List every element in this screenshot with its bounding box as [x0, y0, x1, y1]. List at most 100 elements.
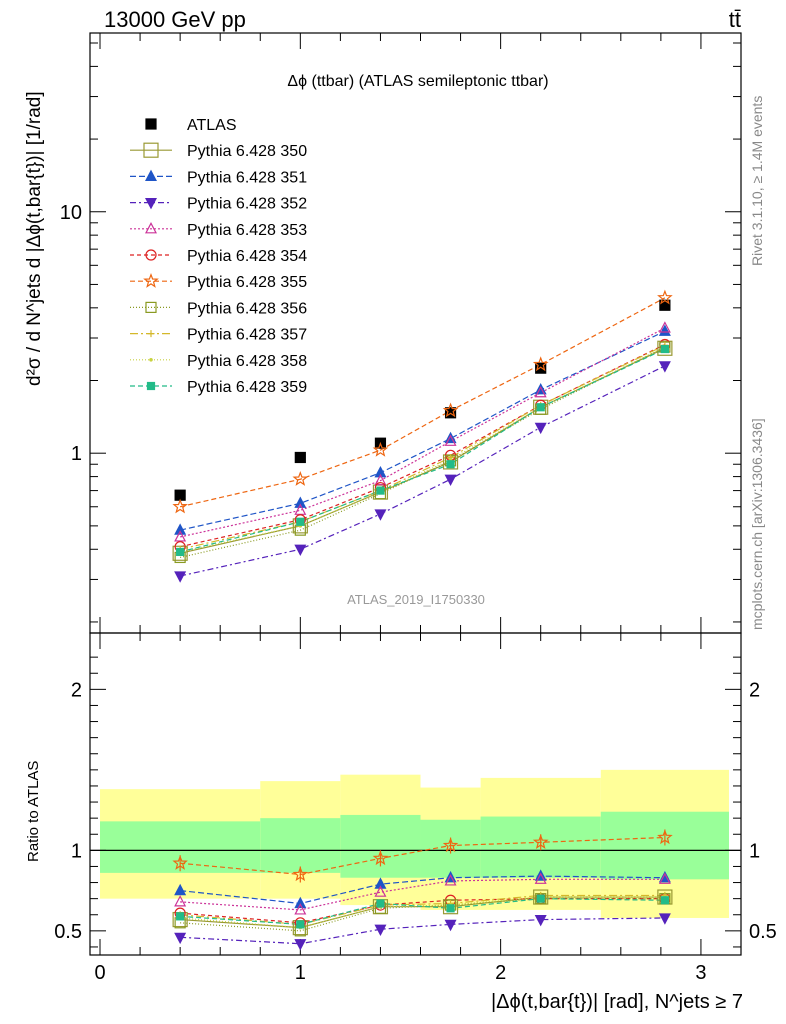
legend-marker	[146, 381, 156, 391]
axis-labels: 1 10 0 1 2 3 0.5 0.5 1 1 2 2	[54, 202, 777, 984]
main-data-point	[534, 422, 547, 435]
main-data-point	[442, 402, 459, 418]
main-series-line	[180, 346, 666, 559]
ratio-data-point	[446, 904, 455, 913]
main-data-point	[532, 356, 549, 372]
ratio-data-point	[444, 874, 457, 886]
legend-label: Pythia 6.428 352	[187, 196, 307, 213]
main-data-point	[294, 544, 307, 557]
ratio-data-point	[296, 920, 305, 929]
ratio-data-point	[374, 885, 387, 897]
legend-label: Pythia 6.428 356	[187, 300, 307, 317]
ratio-series-lines	[180, 836, 665, 945]
main-data-point	[174, 489, 186, 501]
main-data-point	[658, 321, 671, 333]
main-data-point	[658, 324, 671, 336]
ratio-y-tick-label: 1	[71, 840, 82, 862]
main-data-point	[444, 434, 457, 446]
main-series-line	[180, 344, 666, 550]
legend-label: Pythia 6.428 358	[187, 353, 307, 370]
legend-item: Pythia 6.428 356	[130, 300, 307, 317]
ratio-y-tick-label-right: 0.5	[749, 921, 777, 943]
main-data-point	[657, 289, 673, 305]
main-data-point	[174, 571, 187, 583]
axis-ticks	[90, 33, 741, 955]
inner-band-bin	[260, 818, 341, 873]
main-data-point	[174, 523, 187, 535]
ratio-data-point	[657, 829, 673, 845]
ratio-data-point	[374, 877, 387, 889]
mcplots-label: mcplots.cern.ch [arXiv:1306.3436]	[749, 418, 765, 630]
main-data-point	[534, 385, 547, 398]
ratio-y-axis-title: Ratio to ATLAS	[25, 761, 42, 862]
legend-item: Pythia 6.428 359	[130, 379, 307, 396]
main-data-point	[536, 403, 545, 412]
legend-item: Pythia 6.428 353	[130, 222, 307, 239]
ratio-data-point	[376, 899, 385, 908]
main-data-point	[658, 361, 671, 373]
ratio-series-line	[180, 896, 665, 929]
main-data-point	[534, 383, 547, 395]
main-series-line	[180, 346, 666, 553]
inner-band-bin	[340, 814, 421, 878]
legend-marker	[147, 330, 155, 338]
ratio-series-line	[180, 878, 665, 911]
main-series-lines	[179, 297, 666, 577]
main-data-point	[446, 460, 455, 469]
legend-item: Pythia 6.428 357	[130, 327, 307, 344]
main-series-line	[180, 343, 666, 548]
legend-label: Pythia 6.428 355	[187, 274, 307, 291]
ratio-y-tick-label: 0.5	[54, 921, 82, 943]
ratio-y-tick-label-right: 1	[749, 840, 760, 862]
legend-item: ATLAS	[145, 117, 237, 134]
x-tick-label: 3	[695, 962, 706, 984]
ratio-plot-frame	[89, 632, 742, 956]
ratio-data-point	[532, 834, 549, 850]
legend-label: Pythia 6.428 359	[187, 379, 307, 396]
ratio-y-tick-label: 2	[71, 679, 82, 701]
header-left: 13000 GeV pp	[104, 7, 246, 32]
legend-marker	[143, 142, 159, 158]
legend-marker	[145, 301, 157, 313]
legend-marker	[143, 272, 159, 288]
x-tick-label: 1	[295, 962, 306, 984]
legend-label: Pythia 6.428 354	[187, 248, 307, 265]
main-data-point	[374, 473, 387, 486]
legend-marker	[145, 198, 157, 210]
ratio-series-line	[180, 917, 665, 945]
ratio-data-point	[174, 883, 187, 896]
ratio-data-point	[374, 924, 387, 937]
main-data-point	[535, 362, 547, 374]
legend-marker	[145, 249, 157, 261]
main-data-point	[374, 465, 387, 478]
legend-label: ATLAS	[187, 117, 237, 134]
main-data-point	[294, 496, 307, 508]
main-data-point	[294, 451, 306, 464]
main-y-tick-label: 10	[60, 202, 82, 224]
legend-item: Pythia 6.428 351	[130, 169, 307, 186]
main-y-tick-label: 1	[71, 443, 82, 465]
main-data-point	[660, 344, 669, 354]
ratio-data-point	[660, 896, 669, 905]
main-data-point	[444, 431, 457, 444]
legend: ATLAS Pythia 6.428 350 Pythia 6.428 351 Pyt…	[130, 117, 307, 396]
legend-item: Pythia 6.428 352	[130, 196, 307, 213]
rivet-label: Rivet 3.1.10, ≥ 1.4M events	[749, 96, 765, 266]
main-series-line	[180, 365, 666, 577]
legend-label: Pythia 6.428 353	[187, 222, 307, 239]
ratio-data-point	[294, 939, 307, 951]
ratio-data-point	[534, 914, 547, 927]
ratio-data-point	[658, 913, 671, 925]
legend-item: Pythia 6.428 350	[130, 142, 307, 160]
ratio-series-markers	[172, 829, 673, 951]
ratio-data-point	[658, 872, 671, 884]
main-data-point	[296, 517, 305, 526]
ratio-series-line	[180, 836, 665, 876]
main-data-point	[374, 509, 387, 521]
x-axis-title: |Δϕ(t,bar{t})| [rad], N^jets ≥ 7	[491, 991, 743, 1013]
main-data-point	[372, 441, 389, 457]
inner-band-bin	[600, 811, 729, 880]
main-data-point	[292, 470, 309, 486]
main-data-point	[376, 486, 385, 495]
